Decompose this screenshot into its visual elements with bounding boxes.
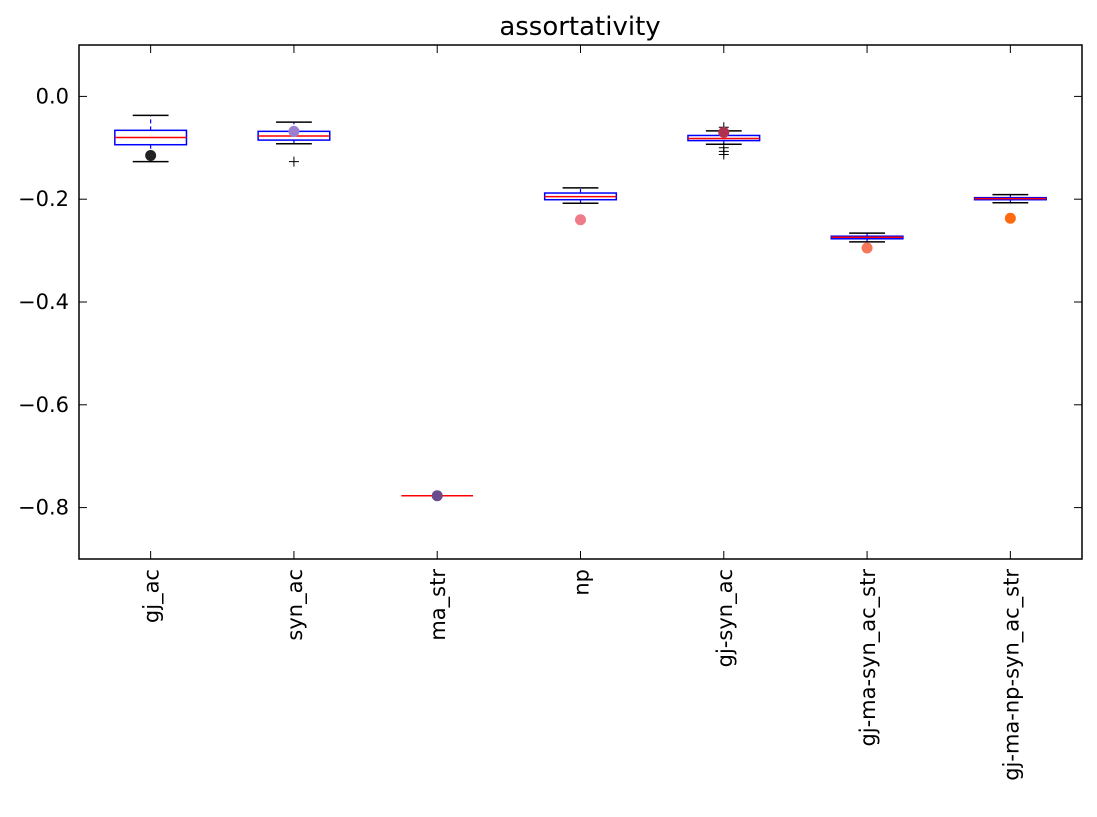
y-tick-label: −0.4 bbox=[18, 290, 69, 314]
observed-point-np bbox=[575, 214, 586, 226]
box-gj_ac bbox=[114, 114, 188, 163]
chart-title: assortativity bbox=[499, 12, 660, 42]
y-tick-label: 0.0 bbox=[36, 84, 69, 108]
y-tick-label: −0.2 bbox=[18, 187, 69, 211]
y-axis: 0.0 −0.2 −0.4 −0.6 −0.8 bbox=[18, 84, 1082, 520]
outlier-marker bbox=[288, 156, 299, 167]
outlier-marker bbox=[718, 149, 729, 160]
box-gj-ma-syn_ac_str bbox=[830, 232, 904, 243]
observed-point-syn_ac bbox=[288, 125, 300, 137]
observed-point-gj-ma-np-syn_ac_str bbox=[1004, 212, 1016, 224]
observed-point-gj-ma-syn_ac_str bbox=[861, 242, 873, 254]
x-tick-label: gj_ac bbox=[140, 569, 165, 623]
box-gj-ma-np-syn_ac_str bbox=[973, 193, 1047, 204]
observed-point-ma_str bbox=[431, 490, 443, 502]
y-tick-label: −0.8 bbox=[18, 496, 69, 520]
box-plot-series bbox=[114, 114, 1047, 497]
observed-points bbox=[145, 125, 1016, 502]
x-tick-label: gj-ma-syn_ac_str bbox=[856, 569, 881, 747]
x-tick-label: gj-syn_ac bbox=[713, 569, 738, 667]
x-tick-label: syn_ac bbox=[283, 569, 308, 641]
x-tick-label: np bbox=[570, 569, 594, 596]
box-np bbox=[543, 187, 618, 205]
observed-point-gj_ac bbox=[145, 150, 157, 162]
x-axis: gj_ac syn_ac ma_str np gj-syn_ac gj-ma-syn_ac… bbox=[140, 45, 1024, 781]
x-tick-label: ma_str bbox=[426, 569, 451, 641]
observed-point-gj-syn_ac bbox=[718, 126, 730, 138]
plot-area-frame bbox=[78, 44, 1083, 560]
x-tick-label: gj-ma-np-syn_ac_str bbox=[999, 569, 1024, 781]
y-tick-label: −0.6 bbox=[18, 393, 69, 417]
